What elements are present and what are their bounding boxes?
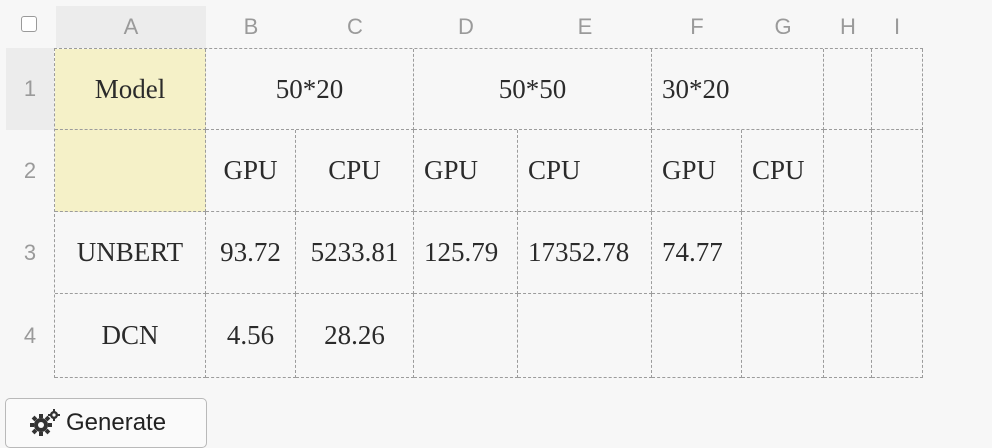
cell-c2[interactable]: CPU [296, 130, 414, 212]
grid-top-border [54, 48, 923, 49]
grid-left-border [54, 48, 55, 378]
cell-i4[interactable] [872, 294, 923, 378]
cell-a3[interactable]: UNBERT [55, 212, 206, 294]
cell-a4-text: DCN [101, 320, 159, 350]
column-header-b[interactable]: B [243, 14, 259, 39]
row-header-4[interactable]: 4 [23, 323, 37, 348]
cell-g3[interactable] [742, 212, 824, 294]
cell-a3-text: UNBERT [76, 237, 184, 267]
column-header-h[interactable]: H [840, 14, 856, 39]
cell-d2-text: GPU [424, 155, 479, 185]
cell-f3[interactable]: 74.77 [652, 212, 742, 294]
cell-b3-text: 93.72 [220, 237, 281, 267]
cell-a1[interactable]: Model [55, 49, 206, 130]
cell-d3[interactable]: 125.79 [414, 212, 518, 294]
column-header-d[interactable]: D [458, 14, 474, 39]
cell-g2[interactable]: CPU [742, 130, 824, 212]
cell-c2-text: CPU [328, 155, 381, 185]
column-header-a[interactable]: A [56, 6, 206, 48]
row-header-2[interactable]: 2 [23, 158, 37, 183]
column-header-e[interactable]: E [577, 14, 593, 39]
cell-b4[interactable]: 4.56 [206, 294, 296, 378]
cell-d1-text: 50*50 [498, 73, 567, 104]
cell-a2[interactable] [55, 130, 206, 212]
cell-a1-text: Model [94, 73, 166, 104]
cell-e2[interactable]: CPU [518, 130, 652, 212]
cell-e3-text: 17352.78 [528, 237, 630, 267]
column-header-g[interactable]: G [774, 14, 792, 39]
cell-e4[interactable] [518, 294, 652, 378]
cell-f2[interactable]: GPU [652, 130, 742, 212]
column-header-c[interactable]: C [347, 14, 363, 39]
cell-b2[interactable]: GPU [206, 130, 296, 212]
cell-h1[interactable] [824, 49, 872, 130]
cell-f4[interactable] [652, 294, 742, 378]
generate-button-label: Generate [66, 409, 167, 436]
cell-f2-text: GPU [662, 155, 717, 185]
cell-b1-text: 50*20 [275, 73, 344, 104]
cell-d1[interactable]: 50*50 [414, 49, 652, 130]
cell-d2[interactable]: GPU [414, 130, 518, 212]
gears-icon [30, 409, 60, 436]
cell-e2-text: CPU [528, 155, 581, 185]
row-header-3[interactable]: 3 [23, 240, 37, 265]
select-all-checkbox[interactable] [21, 16, 37, 32]
cell-b3[interactable]: 93.72 [206, 212, 296, 294]
row-header-1[interactable]: 1 [6, 48, 54, 130]
cell-g2-text: CPU [752, 155, 805, 185]
cell-h3[interactable] [824, 212, 872, 294]
cell-f3-text: 74.77 [662, 237, 723, 267]
cell-i2[interactable] [872, 130, 923, 212]
cell-b1[interactable]: 50*20 [206, 49, 414, 130]
cell-c3-text: 5233.81 [310, 237, 399, 267]
cell-f1-text: 30*20 [662, 73, 730, 104]
cell-h4[interactable] [824, 294, 872, 378]
cell-i1[interactable] [872, 49, 923, 130]
cell-f1[interactable]: 30*20 [652, 49, 824, 130]
cell-g4[interactable] [742, 294, 824, 378]
cell-a4[interactable]: DCN [55, 294, 206, 378]
cell-h2[interactable] [824, 130, 872, 212]
column-header-f[interactable]: F [690, 14, 704, 39]
cell-d4[interactable] [414, 294, 518, 378]
cell-e3[interactable]: 17352.78 [518, 212, 652, 294]
cell-b4-text: 4.56 [226, 320, 275, 350]
cell-c4[interactable]: 28.26 [296, 294, 414, 378]
cell-d3-text: 125.79 [424, 237, 499, 267]
cell-b2-text: GPU [223, 155, 278, 185]
cell-c3[interactable]: 5233.81 [296, 212, 414, 294]
cell-c4-text: 28.26 [324, 320, 385, 350]
column-header-i[interactable]: I [893, 14, 901, 39]
generate-button[interactable]: Generate [5, 398, 207, 448]
cell-i3[interactable] [872, 212, 923, 294]
